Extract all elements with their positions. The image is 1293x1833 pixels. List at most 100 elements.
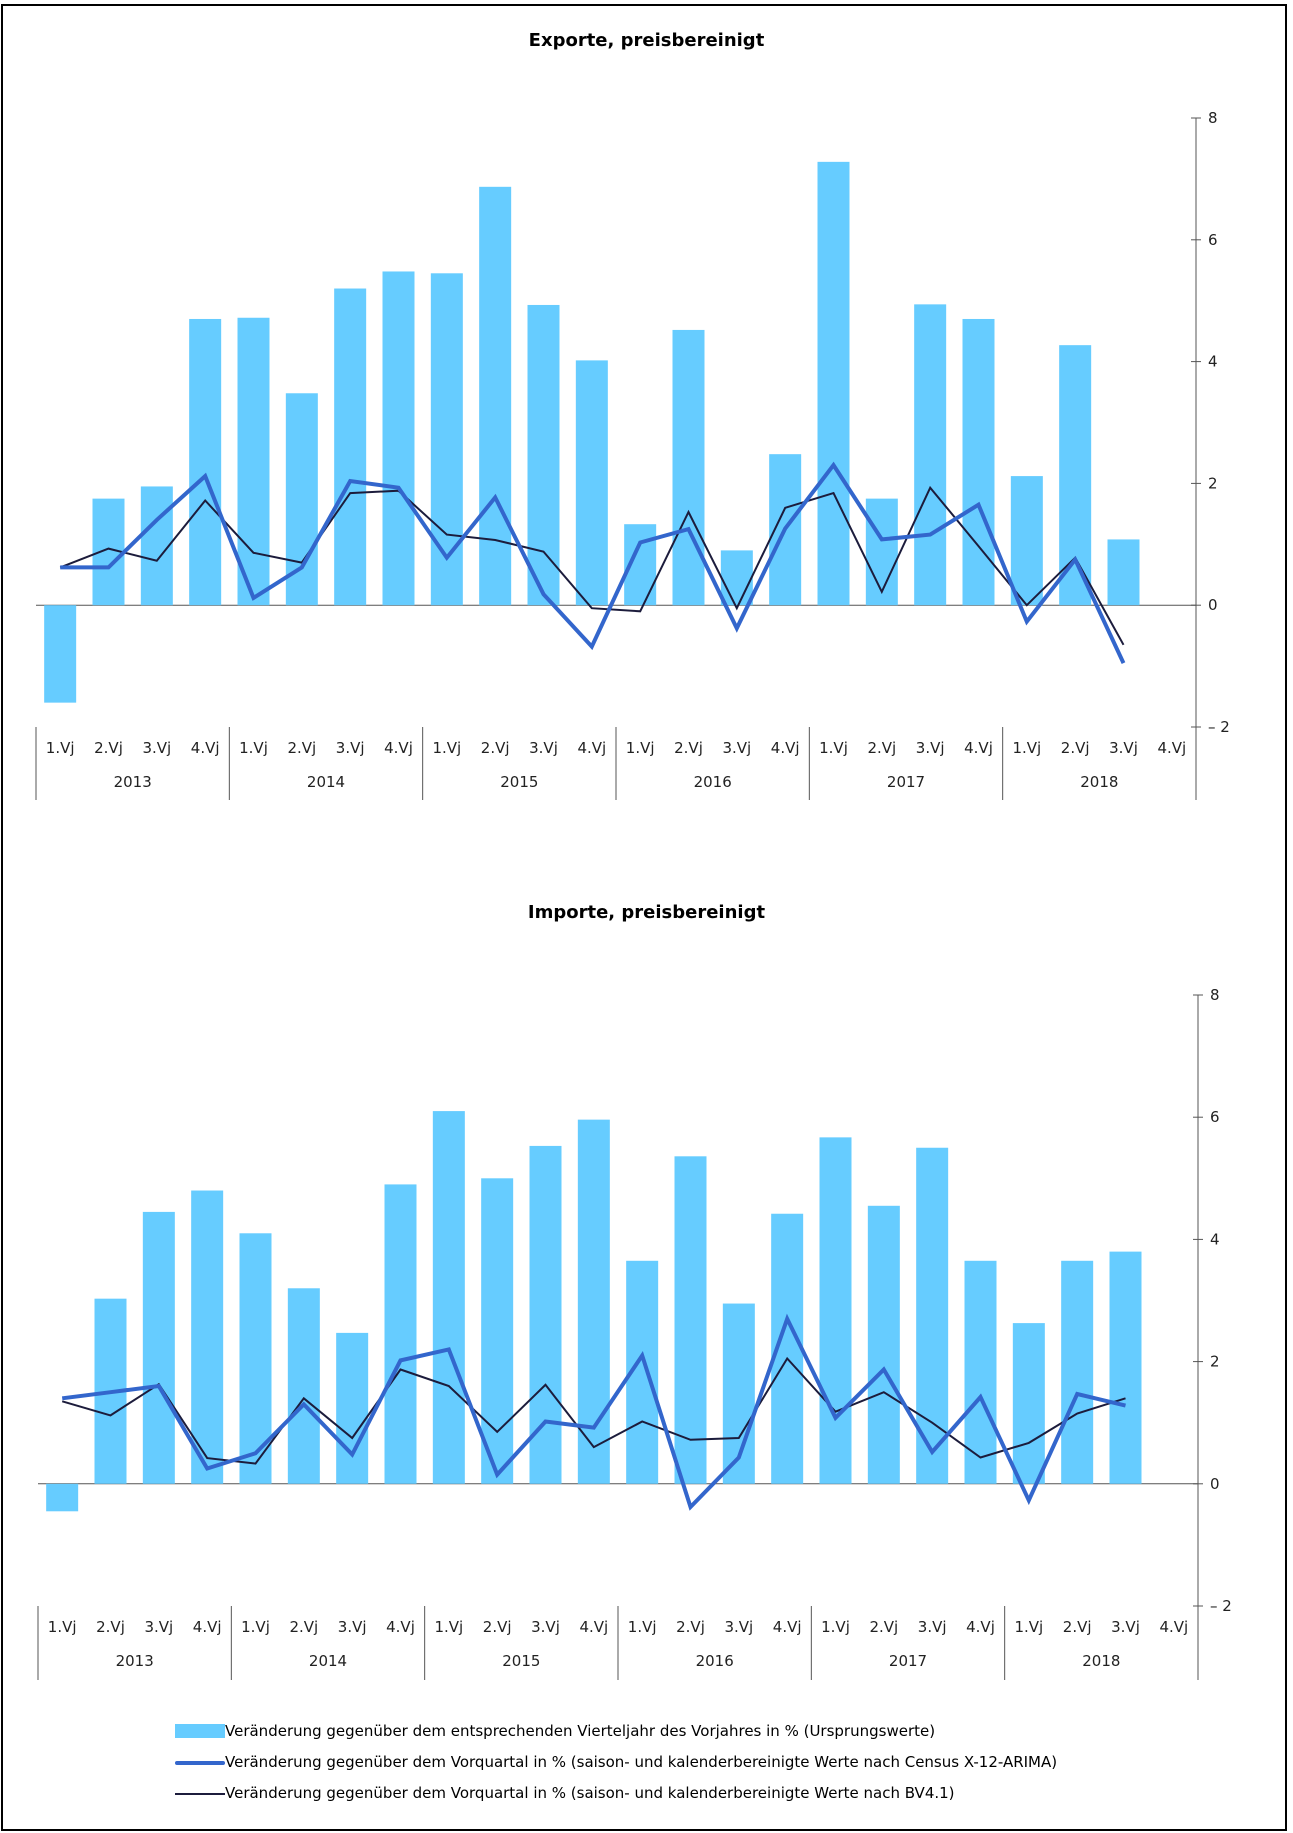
- exports-bar: [1010, 476, 1043, 606]
- imports-bar: [1012, 1323, 1045, 1484]
- imports-y-tick-label: 8: [1210, 986, 1220, 1004]
- imports-bar: [336, 1332, 369, 1484]
- imports-bar: [481, 1178, 514, 1484]
- exports-quarter-label: 1.Vj: [432, 739, 461, 757]
- exports-quarter-label: 2.Vj: [287, 739, 316, 757]
- imports-bar: [867, 1205, 900, 1484]
- imports-bar: [191, 1190, 224, 1484]
- imports-quarter-label: 2.Vj: [1063, 1618, 1092, 1636]
- imports-bar: [384, 1184, 417, 1484]
- exports-year-label: 2017: [887, 773, 925, 791]
- legend-swatch-thick-line: [175, 1761, 225, 1765]
- legend-item-x12: Veränderung gegenüber dem Vorquartal in …: [175, 1751, 1255, 1779]
- exports-quarter-label: 2.Vj: [867, 739, 896, 757]
- imports-bar: [1061, 1260, 1094, 1484]
- imports-chart: Importe, preisbereinigt – 2 0 2 4 6 8 1.Vj 2.Vj…: [0, 880, 1293, 1700]
- imports-year-label: 2018: [1082, 1652, 1120, 1670]
- legend-swatch-thin-line: [175, 1793, 225, 1795]
- figure-frame: [1, 4, 1287, 1831]
- imports-quarter-label: 2.Vj: [676, 1618, 705, 1636]
- legend-label-bv41: Veränderung gegenüber dem Vorquartal in …: [225, 1784, 955, 1802]
- imports-quarter-label: 2.Vj: [869, 1618, 898, 1636]
- exports-bar: [479, 186, 512, 606]
- imports-y-tick-label: – 2: [1210, 1597, 1232, 1615]
- imports-quarter-label: 3.Vj: [1111, 1618, 1140, 1636]
- imports-y-tick-label: 6: [1210, 1108, 1220, 1126]
- exports-bar: [817, 161, 850, 606]
- imports-year-label: 2014: [309, 1652, 347, 1670]
- exports-bar: [672, 329, 705, 606]
- exports-year-label: 2015: [500, 773, 538, 791]
- imports-quarter-label: 4.Vj: [966, 1618, 995, 1636]
- exports-quarter-label: 1.Vj: [1012, 739, 1041, 757]
- imports-bar: [964, 1260, 997, 1484]
- legend: Veränderung gegenüber dem entsprechenden…: [175, 1720, 1255, 1813]
- exports-bar: [189, 318, 222, 606]
- imports-quarter-label: 2.Vj: [483, 1618, 512, 1636]
- exports-bar: [382, 271, 415, 606]
- imports-quarter-label: 1.Vj: [1014, 1618, 1043, 1636]
- exports-quarter-label: 1.Vj: [239, 739, 268, 757]
- imports-bar: [916, 1147, 949, 1484]
- exports-bar: [334, 288, 367, 606]
- exports-bar: [865, 498, 898, 606]
- exports-chart-plot: – 2 0 2 4 6 8 1.Vj 2.Vj 3.Vj 4.Vj 1.Vj 2.Vj 3.Vj 4.Vj…: [35, 109, 1230, 800]
- imports-quarter-label: 4.Vj: [193, 1618, 222, 1636]
- imports-y-tick-label: 0: [1210, 1475, 1220, 1493]
- imports-bar: [46, 1483, 79, 1512]
- exports-bar: [430, 273, 463, 606]
- imports-quarter-label: 3.Vj: [144, 1618, 173, 1636]
- exports-y-tick-label: 8: [1208, 109, 1218, 127]
- imports-year-label: 2016: [696, 1652, 734, 1670]
- imports-quarter-label: 1.Vj: [628, 1618, 657, 1636]
- exports-bar: [962, 318, 995, 606]
- exports-bar: [237, 317, 270, 606]
- exports-bar: [285, 393, 318, 606]
- imports-bar: [287, 1288, 320, 1484]
- imports-quarter-label: 2.Vj: [96, 1618, 125, 1636]
- imports-quarter-label: 1.Vj: [48, 1618, 77, 1636]
- exports-quarter-label: 3.Vj: [529, 739, 558, 757]
- imports-bar: [819, 1137, 852, 1484]
- imports-bar: [1109, 1251, 1142, 1484]
- exports-quarter-label: 4.Vj: [1157, 739, 1186, 757]
- legend-item-bv41: Veränderung gegenüber dem Vorquartal in …: [175, 1782, 1255, 1810]
- imports-bar: [142, 1211, 175, 1484]
- exports-bar: [1107, 539, 1140, 606]
- imports-quarter-label: 1.Vj: [241, 1618, 270, 1636]
- exports-quarter-label: 3.Vj: [142, 739, 171, 757]
- exports-y-tick-label: 4: [1208, 353, 1218, 371]
- exports-quarter-label: 2.Vj: [481, 739, 510, 757]
- exports-quarter-label: 2.Vj: [1061, 739, 1090, 757]
- imports-y-tick-label: 2: [1210, 1353, 1220, 1371]
- imports-y-tick-label: 4: [1210, 1230, 1220, 1248]
- imports-quarter-label: 3.Vj: [724, 1618, 753, 1636]
- exports-quarter-label: 2.Vj: [94, 739, 123, 757]
- exports-year-label: 2016: [694, 773, 732, 791]
- imports-quarter-label: 1.Vj: [434, 1618, 463, 1636]
- exports-quarter-label: 4.Vj: [964, 739, 993, 757]
- exports-quarter-label: 4.Vj: [384, 739, 413, 757]
- exports-bar: [914, 304, 947, 606]
- exports-bar: [527, 304, 560, 606]
- exports-quarter-label: 1.Vj: [626, 739, 655, 757]
- imports-quarter-label: 1.Vj: [821, 1618, 850, 1636]
- imports-quarter-label: 4.Vj: [579, 1618, 608, 1636]
- imports-quarter-label: 4.Vj: [386, 1618, 415, 1636]
- imports-chart-plot: – 2 0 2 4 6 8 1.Vj 2.Vj 3.Vj 4.Vj 1.Vj 2.Vj 3.Vj 4.Vj…: [37, 986, 1232, 1680]
- exports-quarter-label: 3.Vj: [916, 739, 945, 757]
- exports-y-tick-label: 6: [1208, 231, 1218, 249]
- exports-quarter-label: 2.Vj: [674, 739, 703, 757]
- imports-line-x12: [61, 1313, 1126, 1511]
- imports-quarter-label: 2.Vj: [289, 1618, 318, 1636]
- imports-quarter-label: 3.Vj: [531, 1618, 560, 1636]
- imports-bar: [529, 1145, 562, 1484]
- legend-label-x12: Veränderung gegenüber dem Vorquartal in …: [225, 1753, 1058, 1771]
- imports-quarter-label: 3.Vj: [338, 1618, 367, 1636]
- exports-chart-title: Exporte, preisbereinigt: [528, 30, 765, 51]
- imports-year-label: 2017: [889, 1652, 927, 1670]
- imports-bar: [432, 1111, 465, 1484]
- imports-quarter-label: 4.Vj: [1159, 1618, 1188, 1636]
- exports-bar: [720, 550, 753, 606]
- imports-year-label: 2015: [502, 1652, 540, 1670]
